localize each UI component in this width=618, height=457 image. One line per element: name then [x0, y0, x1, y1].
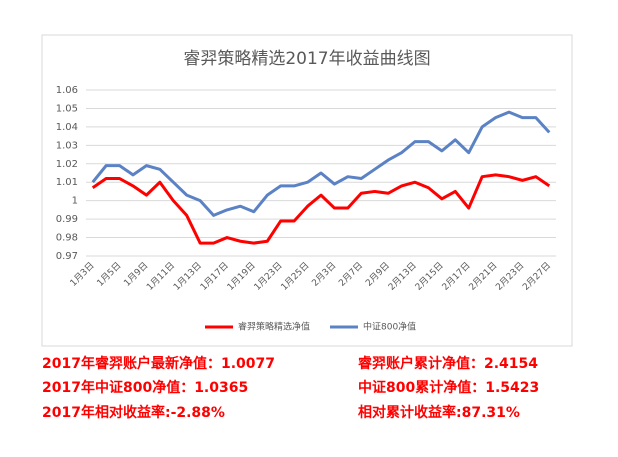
y-tick-label: 1.04 [56, 122, 78, 133]
y-tick-label: 0.98 [56, 233, 78, 244]
summary-text: 2017年中证800净值：1.0365 [42, 380, 249, 396]
y-tick-label: 0.99 [56, 214, 78, 225]
legend-label: 中证800净值 [363, 321, 416, 333]
summary-text: 2017年相对收益率:-2.88% [42, 405, 225, 421]
y-tick-label: 1.02 [56, 159, 78, 170]
summary-text: 相对累计收益率:87.31% [358, 405, 520, 421]
y-tick-label: 1.03 [56, 140, 78, 151]
y-tick-label: 0.97 [56, 251, 78, 262]
chart-title: 睿羿策略精选2017年收益曲线图 [183, 49, 430, 69]
summary-text: 中证800累计净值：1.5423 [358, 380, 540, 396]
legend-label: 睿羿策略精选净值 [238, 321, 310, 333]
y-tick-label: 1.05 [56, 103, 78, 114]
line-series [91, 173, 551, 245]
summary-text: 2017年睿羿账户最新净值：1.0077 [42, 356, 275, 372]
y-tick-label: 1 [72, 196, 78, 207]
chart-frame [41, 34, 573, 347]
y-tick-label: 1.01 [56, 177, 78, 188]
summary-text: 睿羿账户累计净值：2.4154 [358, 356, 539, 372]
y-tick-label: 1.06 [56, 85, 78, 96]
line-series [91, 110, 551, 217]
